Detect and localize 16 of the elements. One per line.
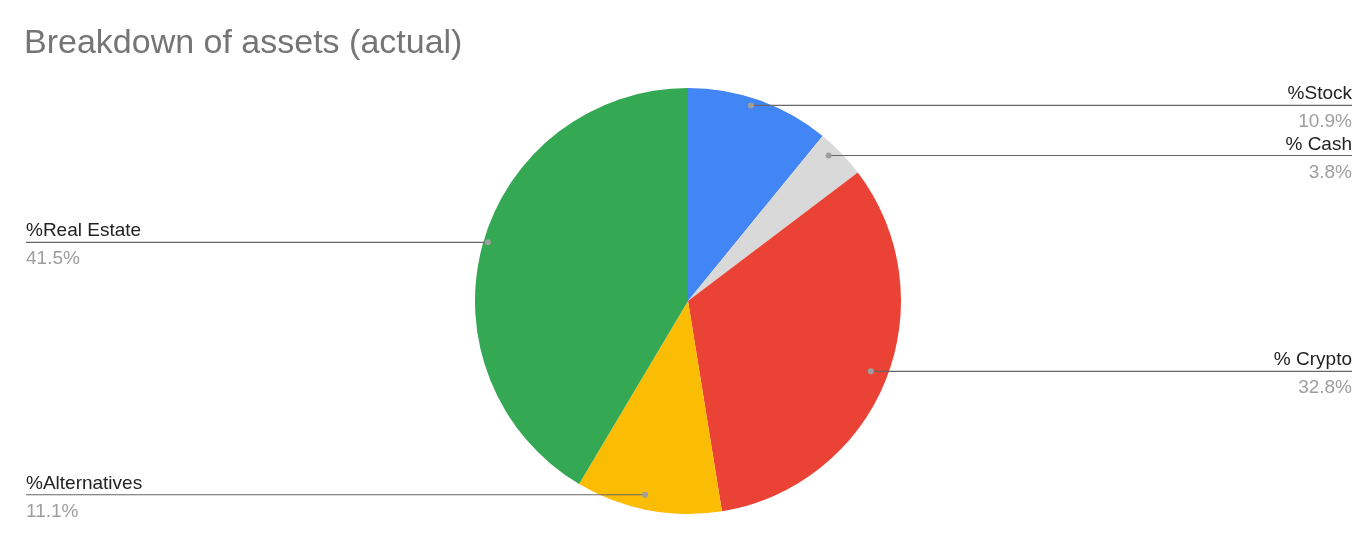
pie-slice [688,135,858,301]
pie-slice [475,88,688,485]
data-label: 41.5% [26,247,80,269]
slice-label: %Alternatives [26,471,143,493]
slice-label: % Crypto [1273,348,1352,370]
pie-slice [688,88,823,301]
data-label: 3.8% [1308,160,1353,182]
slice-label: %Stock [1287,82,1353,104]
pie-slice [688,172,901,512]
slice-label: %Real Estate [26,219,142,241]
chart-title: Breakdown of assets (actual) [24,22,463,61]
data-label: 10.9% [1298,110,1353,132]
data-label: 32.8% [1298,376,1353,398]
pie-slice [579,301,722,514]
slice-label: % Cash [1285,132,1352,154]
data-label: 11.1% [26,499,79,521]
